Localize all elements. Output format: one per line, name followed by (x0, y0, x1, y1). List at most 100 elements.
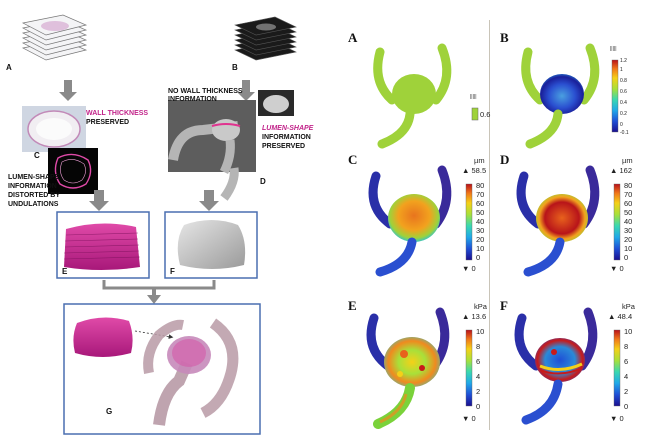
panel-d-tick-80: 80 (624, 181, 633, 190)
panel-c-tick-0: 0 (476, 253, 481, 262)
panel-b-legend-top: ||||| (610, 46, 617, 52)
panel-c-min: ▼ 0 (462, 264, 476, 273)
panel-f-colorbar (613, 329, 621, 407)
box-f-ct-model (164, 211, 258, 279)
panel-c-unit: µm (474, 156, 485, 165)
panel-c-tick-50: 50 (476, 208, 485, 217)
panel-b-tick-7: -0.1 (620, 130, 629, 136)
panel-c-tick-40: 40 (476, 217, 485, 226)
panel-f-unit: kPa (622, 302, 635, 311)
info-preserved-line-1: INFORMATION (262, 134, 311, 141)
histology-slice-stack (21, 14, 88, 61)
box-e-histology-model (56, 211, 150, 279)
panel-d-tick-40: 40 (624, 217, 633, 226)
panel-b-vessel (521, 43, 600, 149)
panel-c-tick-70: 70 (476, 190, 485, 199)
panel-e-tick-10: 10 (476, 327, 485, 336)
panel-d-vessel (516, 165, 600, 277)
panel-f-vessel (514, 307, 598, 425)
panel-d-max-value: 162 (619, 166, 633, 175)
lumen-shape-label: LUMEN-SHAPE (262, 125, 314, 132)
panel-f-min-value: 0 (619, 414, 624, 423)
arrow-a-down (59, 80, 77, 101)
panel-d-min: ▼ 0 (610, 264, 624, 273)
panel-c-tick-30: 30 (476, 226, 485, 235)
panel-f-tick-2: 2 (624, 387, 629, 396)
panel-d-tick-60: 60 (624, 199, 633, 208)
lumen-contour-image (48, 148, 98, 194)
panel-f-min: ▼ 0 (610, 414, 624, 423)
panel-c-max: ▲ 58.5 (462, 166, 487, 175)
panel-b-tick-0: 1.2 (620, 58, 627, 64)
panel-e-letter: E (348, 298, 357, 313)
no-wall-info-line-2: INFORMATION (168, 96, 217, 103)
panel-c-vessel (368, 165, 452, 277)
panel-f-max: ▲ 48.4 (608, 312, 633, 321)
panel-f-tick-10: 10 (624, 327, 633, 336)
panel-d-tick-70: 70 (624, 190, 633, 199)
panel-b-tick-3: 0.6 (620, 89, 627, 95)
lumen-distorted-line-4: UNDULATIONS (8, 201, 59, 208)
panel-c-colorbar (465, 183, 473, 261)
panel-f-tick-0: 0 (624, 402, 629, 411)
panel-e-unit: kPa (474, 302, 487, 311)
panel-c-tick-10: 10 (476, 244, 485, 253)
panel-e-min: ▼ 0 (462, 414, 476, 423)
arrow-c-to-e (89, 190, 109, 211)
ct-vessel-render (168, 100, 256, 175)
panel-b-tick-2: 0.8 (620, 78, 627, 84)
wall-thickness-label: WALL THICKNESS (86, 110, 149, 117)
panel-a-legend-top: ||||| (470, 94, 477, 100)
merge-arrows (102, 280, 216, 304)
ct-vessel-lower (220, 167, 239, 201)
panel-e-max: ▲ 13.6 (462, 312, 487, 321)
panel-d-tick-10: 10 (624, 244, 633, 253)
no-wall-info-line-1: NO WALL THICKNESS (168, 88, 243, 95)
panel-e-tick-6: 6 (476, 357, 481, 366)
panel-a-legend-value: 0.6 (480, 110, 491, 119)
panel-a-vessel (373, 43, 452, 149)
panel-e-max-value: 13.6 (471, 312, 487, 321)
info-preserved-line-2: PRESERVED (262, 143, 306, 150)
panel-d-tick-20: 20 (624, 235, 633, 244)
step-label-a: A (6, 63, 12, 72)
panel-f-letter: F (500, 298, 508, 313)
step-label-e: E (62, 267, 68, 276)
panel-a-letter: A (348, 30, 358, 45)
panel-b-tick-6: 0 (620, 122, 623, 128)
panel-b-colorbar (611, 59, 619, 133)
panel-e-min-value: 0 (471, 414, 476, 423)
panel-c-min-value: 0 (471, 264, 476, 273)
panel-d-tick-0: 0 (624, 253, 629, 262)
panel-divider (489, 20, 490, 430)
arrow-b-down (237, 80, 255, 101)
panel-d-unit: µm (622, 156, 633, 165)
panel-f-tick-8: 8 (624, 342, 629, 351)
panel-c-tick-60: 60 (476, 199, 485, 208)
lumen-distorted-line-3: DISTORTED BY (8, 192, 60, 199)
panel-b-letter: B (500, 30, 509, 45)
step-label-d: D (260, 177, 266, 186)
panel-b-tick-4: 0.4 (620, 100, 627, 106)
panel-f-tick-4: 4 (624, 372, 629, 381)
ct-slice-stack (234, 16, 297, 61)
step-label-f: F (170, 267, 175, 276)
panel-e-tick-2: 2 (476, 387, 481, 396)
step-label-c: C (34, 151, 40, 160)
panel-c-tick-20: 20 (476, 235, 485, 244)
panel-c-max-value: 58.5 (471, 166, 487, 175)
step-label-g: G (106, 407, 113, 416)
panel-e-tick-0: 0 (476, 402, 481, 411)
panel-f-max-value: 48.4 (617, 312, 633, 321)
step-label-b: B (232, 63, 238, 72)
lumen-distorted-line-1: LUMEN-SHAPE (8, 174, 60, 181)
panel-c-tick-80: 80 (476, 181, 485, 190)
panel-f-tick-6: 6 (624, 357, 629, 366)
panel-d-letter: D (500, 152, 510, 167)
panel-d-min-value: 0 (619, 264, 624, 273)
panel-e-tick-8: 8 (476, 342, 481, 351)
panel-e-vessel (366, 307, 450, 429)
panel-e-colorbar (465, 329, 473, 407)
panel-b-tick-5: 0.2 (620, 111, 627, 117)
panel-a-colorbar (471, 107, 479, 121)
